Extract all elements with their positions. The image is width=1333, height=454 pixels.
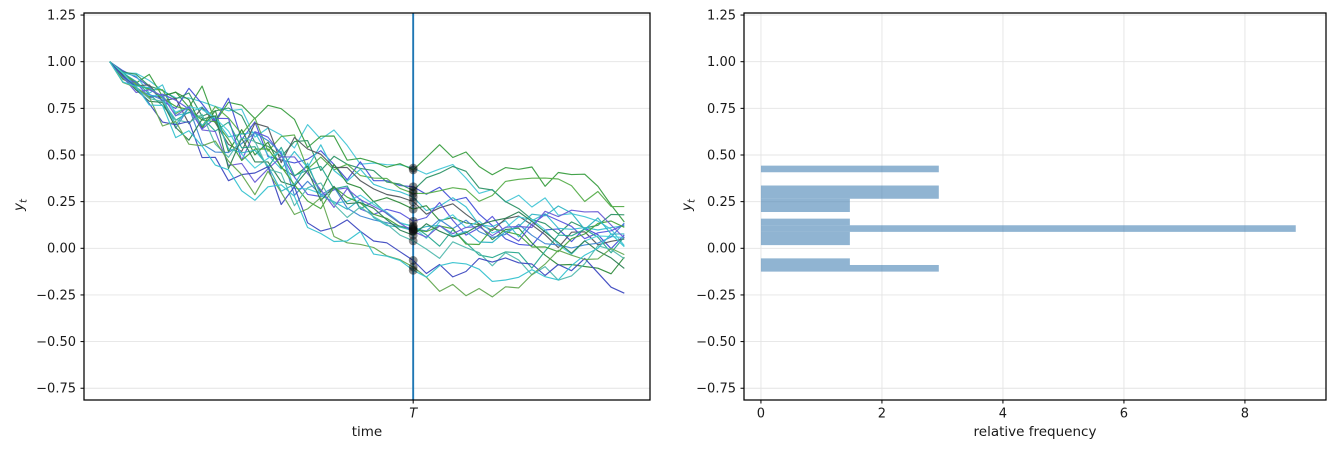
right-xtick-label: 8 — [1241, 407, 1249, 422]
left-ytick-label: −0.75 — [36, 382, 76, 397]
trajectory-line — [109, 61, 625, 281]
samples-at-T — [408, 163, 418, 275]
trajectory-line — [109, 61, 625, 249]
right-ytick-label: 0.75 — [707, 102, 736, 117]
sample-dot — [408, 226, 418, 235]
left-ytick-label: 0.25 — [47, 195, 76, 210]
sample-dot — [408, 192, 418, 202]
left-xtick-label: T — [409, 407, 418, 422]
trajectory-line — [109, 61, 625, 255]
trajectory-line — [109, 61, 625, 298]
left-ytick-label: 0.50 — [47, 148, 76, 163]
trajectories — [109, 61, 625, 298]
sample-dot — [408, 163, 418, 173]
right-ytick-label: −0.25 — [696, 288, 736, 303]
right-ytick-label: 0.50 — [707, 148, 736, 163]
trajectory-line — [109, 61, 625, 253]
sample-dot — [408, 262, 418, 272]
right-ytick-label: 1.25 — [707, 8, 736, 23]
right-ytick-label: −0.50 — [696, 335, 736, 350]
gridlines — [84, 13, 1326, 400]
right-ytick-label: 0.25 — [707, 195, 736, 210]
right-xtick-label: 6 — [1120, 407, 1128, 422]
histogram-bar — [760, 198, 850, 213]
trajectory-line — [109, 61, 625, 238]
trajectory-line — [109, 61, 625, 250]
sample-dot — [408, 236, 418, 246]
histogram-bar — [760, 185, 939, 199]
right-xtick-label: 0 — [757, 407, 765, 422]
right-ytick-label: −0.75 — [696, 382, 736, 397]
sample-dot — [408, 225, 418, 235]
sample-dot — [408, 221, 418, 231]
right-ytick-label: 0.00 — [707, 242, 736, 257]
right-ytick-label: 1.00 — [707, 55, 736, 70]
trajectory-line — [109, 61, 625, 269]
histogram-bar — [760, 165, 939, 173]
histogram-bar — [760, 258, 850, 265]
left-ytick-label: 1.00 — [47, 55, 76, 70]
left-ytick-label: 0.00 — [47, 242, 76, 257]
sample-dot — [408, 265, 418, 275]
sample-dot — [408, 197, 418, 207]
sample-dot — [408, 182, 418, 192]
sample-dot — [408, 230, 418, 240]
sample-dot — [408, 224, 418, 234]
sample-dot — [408, 216, 418, 226]
sample-dot — [408, 204, 418, 214]
histogram-bar — [760, 225, 1296, 232]
histogram-bar — [760, 231, 850, 246]
right-axes-frame — [743, 12, 1327, 401]
left-ytick-label: 0.75 — [47, 102, 76, 117]
histogram-bar — [760, 218, 850, 226]
sample-dot — [408, 165, 418, 175]
histogram-bars — [760, 165, 1296, 272]
sample-dot — [408, 186, 418, 195]
trajectory-line — [109, 61, 625, 235]
left-axes-frame — [83, 12, 651, 401]
left-ytick-label: −0.50 — [36, 335, 76, 350]
left-ytick-label: −0.25 — [36, 288, 76, 303]
right-xtick-label: 2 — [878, 407, 886, 422]
sample-dot — [408, 256, 418, 265]
left-ytick-label: 1.25 — [47, 8, 76, 23]
ticks: 1.25 1.25 1.00 1.00 0.75 0.75 0.50 0.50 0.25 0.25… — [36, 8, 1249, 421]
trajectory-line — [109, 61, 625, 244]
sample-dot — [408, 188, 418, 198]
trajectory-line — [109, 61, 625, 246]
trajectory-line — [109, 61, 625, 275]
right-xtick-label: 4 — [999, 407, 1007, 422]
histogram-bar — [760, 264, 939, 272]
sample-dot — [408, 227, 418, 236]
sample-dot — [408, 222, 418, 232]
trajectory-line — [109, 61, 625, 282]
